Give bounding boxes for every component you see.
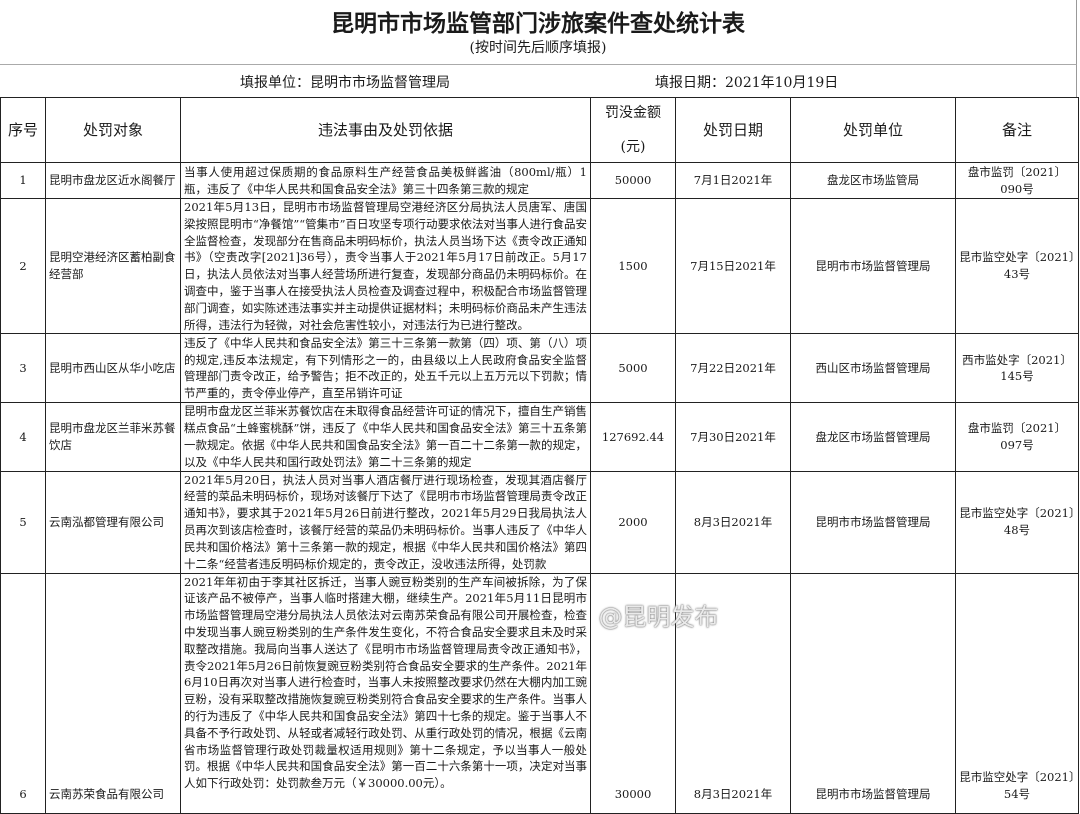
- page-title: 昆明市市场监管部门涉旅案件查处统计表: [331, 10, 745, 37]
- cell-date: 7月22日2021年: [675, 333, 791, 404]
- table-row: 2 昆明空港经济区蓄柏副食经营部 2021年5月13日，昆明市市场监督管理局空港经济…: [0, 197, 1079, 335]
- cell-amount: 30000: [590, 572, 676, 814]
- table-row: 4 昆明市盘龙区兰菲米苏餐饮店 昆明市盘龙区兰菲米苏餐饮店在未取得食品经营许可证的情…: [0, 402, 1079, 472]
- cell-unit: 盘龙区市场监管局: [790, 162, 956, 199]
- cell-date: 8月3日2021年: [675, 470, 791, 574]
- watermark: @昆明发布: [598, 603, 719, 632]
- cell-reason: 当事人使用超过保质期的食品原料生产经营食品美极鲜酱油（800ml/瓶）1瓶，违反…: [180, 162, 591, 199]
- header-reason: 违法事由及处罚依据: [180, 97, 591, 163]
- cell-no: 4: [0, 402, 46, 472]
- fill-info: 填报单位：昆明市市场监督管理局 填报日期：2021年10月19日: [0, 64, 1077, 98]
- cell-date: 8月3日2021年: [675, 572, 791, 814]
- table-row: 6 云南苏荣食品有限公司 2021年年初由于李其社区拆迁，当事人豌豆粉类别的生产车间…: [0, 572, 1079, 814]
- cell-date: 7月15日2021年: [675, 197, 791, 335]
- cell-unit: 昆明市市场监督管理局: [790, 572, 956, 814]
- cell-target: 昆明市西山区从华小吃店: [45, 333, 181, 404]
- cell-no: 6: [0, 572, 46, 814]
- cell-unit: 昆明市市场监督管理局: [790, 197, 956, 335]
- cell-note: 盘市监罚〔2021〕097号: [955, 402, 1079, 472]
- cell-amount: 127692.44: [590, 402, 676, 472]
- cell-target: 昆明空港经济区蓄柏副食经营部: [45, 197, 181, 335]
- cell-reason: 2021年年初由于李其社区拆迁，当事人豌豆粉类别的生产车间被拆除，为了保证该产品…: [180, 572, 591, 814]
- cell-reason: 2021年5月13日，昆明市市场监督管理局空港经济区分局执法人员唐军、唐国梁按照…: [180, 197, 591, 335]
- header-target: 处罚对象: [45, 97, 181, 163]
- cell-note: 西市监处字〔2021〕145号: [955, 333, 1079, 404]
- subtitle: (按时间先后顺序填报): [469, 40, 607, 56]
- table-row: 5 云南泓都管理有限公司 2021年5月20日，执法人员对当事人酒店餐厅进行现场检查…: [0, 470, 1079, 574]
- cell-no: 1: [0, 162, 46, 199]
- header-amount: 罚没金额 (元): [590, 97, 676, 163]
- cell-reason: 违反了《中华人民共和食品安全法》第三十三条第一款第（四）项、第（八）项的规定,违…: [180, 333, 591, 404]
- cell-note: 盘市监罚〔2021〕090号: [955, 162, 1079, 199]
- cell-target: 云南泓都管理有限公司: [45, 470, 181, 574]
- cell-no: 3: [0, 333, 46, 404]
- header-date: 处罚日期: [675, 97, 791, 163]
- cell-no: 2: [0, 197, 46, 335]
- cell-amount: 1500: [590, 197, 676, 335]
- cell-amount: 2000: [590, 470, 676, 574]
- cell-unit: 昆明市市场监督管理局: [790, 470, 956, 574]
- cell-note: 昆市监空处字〔2021〕48号: [955, 470, 1079, 574]
- cell-no: 5: [0, 470, 46, 574]
- fill-date: 填报日期：2021年10月19日: [655, 75, 839, 91]
- fill-unit: 填报单位：昆明市市场监督管理局: [240, 75, 450, 91]
- header-no: 序号: [0, 97, 46, 163]
- cell-unit: 西山区市场监督管理局: [790, 333, 956, 404]
- cell-note: 昆市监空处字〔2021〕43号: [955, 197, 1079, 335]
- table-row: 1 昆明市盘龙区近水阁餐厅 当事人使用超过保质期的食品原料生产经营食品美极鲜酱油（8…: [0, 162, 1079, 199]
- header-unit: 处罚单位: [790, 97, 956, 163]
- cell-date: 7月30日2021年: [675, 402, 791, 472]
- cell-reason: 2021年5月20日，执法人员对当事人酒店餐厅进行现场检查，发现其酒店餐厅经营的…: [180, 470, 591, 574]
- header-row: 序号 处罚对象 违法事由及处罚依据 罚没金额 (元) 处罚日期 处罚单位 备注: [0, 97, 1079, 163]
- cell-target: 昆明市盘龙区兰菲米苏餐饮店: [45, 402, 181, 472]
- title-block: 昆明市市场监管部门涉旅案件查处统计表 (按时间先后顺序填报): [0, 0, 1077, 64]
- cell-reason: 昆明市盘龙区兰菲米苏餐饮店在未取得食品经营许可证的情况下，擅自生产销售糕点食品“…: [180, 402, 591, 472]
- case-table: 序号 处罚对象 违法事由及处罚依据 罚没金额 (元) 处罚日期 处罚单位 备注 …: [0, 97, 1079, 814]
- cell-target: 昆明市盘龙区近水阁餐厅: [45, 162, 181, 199]
- cell-note: 昆市监空处字〔2021〕54号: [955, 572, 1079, 814]
- cell-date: 7月1日2021年: [675, 162, 791, 199]
- cell-target: 云南苏荣食品有限公司: [45, 572, 181, 814]
- header-note: 备注: [955, 97, 1079, 163]
- cell-amount: 5000: [590, 333, 676, 404]
- cell-amount: 50000: [590, 162, 676, 199]
- cell-unit: 盘龙区市场监督管理局: [790, 402, 956, 472]
- table-row: 3 昆明市西山区从华小吃店 违反了《中华人民共和食品安全法》第三十三条第一款第（四）…: [0, 333, 1079, 404]
